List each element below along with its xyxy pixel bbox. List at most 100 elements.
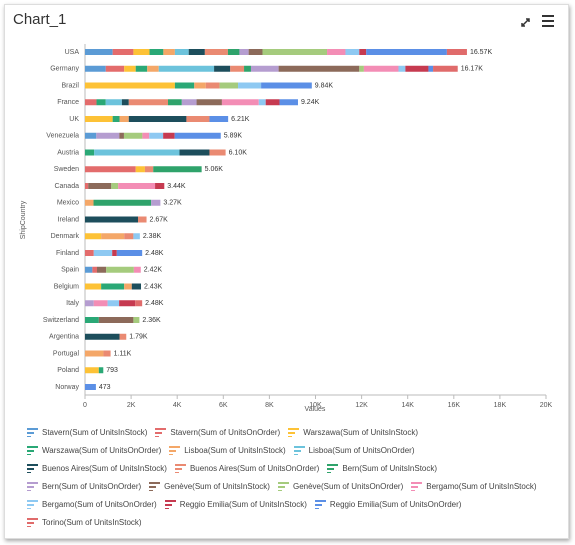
- legend-item[interactable]: Lisboa(Sum of UnitsInStock): [169, 441, 286, 459]
- bar-segment: [327, 49, 346, 55]
- y-tick-label: Belgium: [54, 283, 79, 290]
- total-label: 5.06K: [205, 166, 224, 173]
- legend-icon: [27, 463, 38, 473]
- legend-icon-bar: [27, 481, 38, 484]
- bar-segment: [279, 99, 298, 106]
- bar-segment: [188, 49, 205, 55]
- y-tick-label: Argentina: [49, 334, 79, 341]
- bar-segment: [153, 166, 202, 173]
- bar-segment: [227, 49, 240, 55]
- bar-segment: [85, 300, 94, 307]
- legend-item[interactable]: Warszawa(Sum of UnitsOnOrder): [27, 441, 161, 459]
- legend-item[interactable]: Stavern(Sum of UnitsInStock): [27, 423, 147, 441]
- bar-segment: [106, 266, 134, 273]
- bar-segment: [405, 65, 429, 72]
- bar-segment: [196, 99, 222, 106]
- bar-segment: [144, 166, 154, 173]
- x-tick-label: 6K: [219, 402, 228, 409]
- legend-icon-bar: [293, 449, 301, 452]
- bar-segment: [85, 82, 175, 89]
- legend-icon-bar: [411, 481, 423, 484]
- bar-segment: [179, 149, 210, 156]
- legend-icon: [327, 463, 339, 473]
- total-label: 16.17K: [461, 66, 484, 73]
- legend-item[interactable]: Genève(Sum of UnitsOnOrder): [277, 477, 403, 495]
- y-tick-label: Venezuela: [46, 133, 79, 140]
- bar-segment: [128, 116, 187, 122]
- legend-item[interactable]: Bern(Sum of UnitsInStock): [327, 459, 437, 477]
- legend-item[interactable]: Torino(Sum of UnitsInStock): [27, 513, 142, 531]
- bar-segment: [85, 116, 113, 122]
- legend-item[interactable]: Bergamo(Sum of UnitsOnOrder): [27, 495, 157, 513]
- legend-icon: [411, 481, 423, 491]
- legend-icon-bar: [314, 499, 326, 502]
- legend-label: Bern(Sum of UnitsOnOrder): [42, 481, 142, 491]
- legend-item[interactable]: Stavern(Sum of UnitsOnOrder): [155, 423, 280, 441]
- legend-icon-bar: [288, 427, 300, 430]
- bar-segment: [209, 116, 229, 122]
- bar-segment: [124, 283, 132, 290]
- y-tick-label: Sweden: [54, 166, 79, 173]
- legend-item[interactable]: Buenos Aires(Sum of UnitsInStock): [27, 459, 167, 477]
- legend-item[interactable]: Reggio Emilia(Sum of UnitsInStock): [164, 495, 307, 513]
- legend-label: Stavern(Sum of UnitsOnOrder): [170, 427, 281, 437]
- total-label: 3.27K: [163, 200, 182, 207]
- legend-icon-bar: [169, 445, 181, 448]
- legend-icon-bar: [164, 499, 176, 502]
- y-tick-label: Poland: [57, 367, 79, 374]
- bar-segment: [98, 367, 104, 374]
- bar-segment: [85, 384, 96, 390]
- bar-segment: [105, 65, 125, 72]
- legend-item[interactable]: Lisboa(Sum of UnitsOnOrder): [293, 441, 415, 459]
- bar-segment: [96, 266, 107, 273]
- total-label: 6.10K: [229, 149, 248, 156]
- bar-segment: [174, 132, 221, 139]
- bar-segment: [446, 49, 467, 55]
- total-label: 2.36K: [142, 317, 161, 324]
- y-tick-label: Denmark: [51, 233, 80, 240]
- bar-segment: [133, 266, 141, 273]
- bar-segment: [366, 49, 447, 55]
- x-tick-label: 0: [83, 402, 87, 409]
- legend-icon-bar: [27, 525, 31, 527]
- legend-item[interactable]: Bern(Sum of UnitsOnOrder): [27, 477, 141, 495]
- legend-item[interactable]: Reggio Emilia(Sum of UnitsOnOrder): [314, 495, 461, 513]
- bar-segment: [133, 233, 140, 240]
- bar-segment: [214, 65, 231, 72]
- legend-label: Buenos Aires(Sum of UnitsInStock): [42, 463, 167, 473]
- plot: ShipCountry Values 0 2K 4K 6K 8K 10K 12K 14K 16K…: [20, 44, 553, 413]
- legend-item[interactable]: Buenos Aires(Sum of UnitsOnOrder): [174, 459, 319, 477]
- legend-icon: [277, 481, 289, 491]
- total-label: 1.11K: [114, 350, 132, 357]
- legend-icon-bar: [27, 427, 38, 430]
- bar-segment: [85, 283, 102, 290]
- y-tick-label: Germany: [50, 66, 79, 73]
- bar-segment: [101, 233, 125, 240]
- legend-icon-bar: [169, 453, 174, 455]
- bar-segment: [149, 132, 164, 139]
- bar-segment: [250, 65, 279, 72]
- bar-segment: [112, 49, 134, 55]
- legend-icon-bar: [27, 467, 34, 470]
- chart-card: Chart_1 ShipCountry Values 0 2K 4K 6K 8K 10K 1…: [4, 4, 569, 539]
- toolbar[interactable]: [520, 13, 560, 29]
- bar-segment: [121, 99, 129, 106]
- bar-segment: [118, 183, 156, 189]
- legend-icon-bar: [27, 449, 34, 452]
- legend-icon-bar: [149, 489, 154, 491]
- bar-segment: [85, 149, 95, 156]
- bar-segment: [85, 266, 93, 273]
- bar-segment: [345, 49, 360, 55]
- bar-segment: [92, 266, 97, 273]
- legend-item[interactable]: Warszawa(Sum of UnitsInStock): [288, 423, 418, 441]
- y-tick-label: UK: [69, 116, 79, 123]
- legend-icon-bar: [27, 463, 38, 466]
- legend-icon-bar: [155, 427, 167, 430]
- legend-icon-bar: [27, 489, 31, 491]
- legend-item[interactable]: Genève(Sum of UnitsInStock): [149, 477, 270, 495]
- bar-segment: [103, 350, 111, 357]
- legend-icon: [288, 427, 300, 437]
- bar-segment: [116, 250, 143, 256]
- bar-segment: [85, 216, 139, 223]
- legend-item[interactable]: Bergamo(Sum of UnitsInStock): [411, 477, 537, 495]
